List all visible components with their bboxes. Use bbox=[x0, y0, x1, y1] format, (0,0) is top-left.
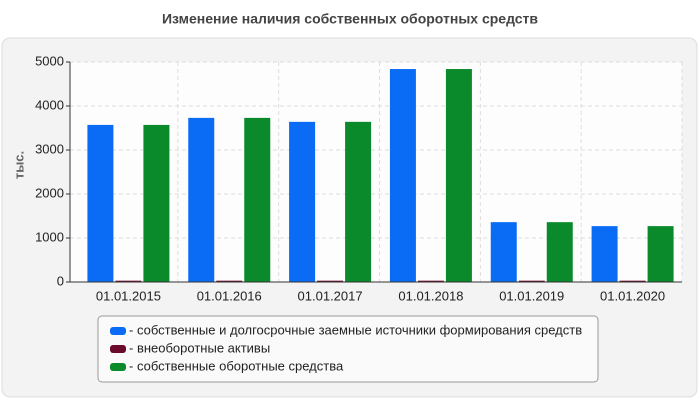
bar bbox=[445, 69, 472, 282]
y-tick-label: 2000 bbox=[35, 185, 64, 200]
bar bbox=[216, 280, 243, 282]
y-axis-label: тыс. bbox=[11, 151, 26, 179]
bar bbox=[289, 121, 316, 282]
bar bbox=[647, 226, 674, 282]
x-tick-label: 01.01.2020 bbox=[600, 288, 665, 303]
x-tick-label: 01.01.2016 bbox=[197, 288, 262, 303]
bar bbox=[188, 117, 215, 282]
bar bbox=[87, 124, 114, 282]
legend-label: - внеоборотные активы bbox=[129, 340, 270, 355]
legend-swatch bbox=[110, 345, 126, 353]
bar bbox=[115, 280, 142, 282]
legend-label: - собственные оборотные средства bbox=[129, 358, 344, 373]
legend bbox=[97, 315, 599, 383]
legend-swatch bbox=[110, 363, 126, 371]
x-tick-label: 01.01.2019 bbox=[499, 288, 564, 303]
chart-title: Изменение наличия собственных оборотных … bbox=[162, 11, 538, 27]
bar bbox=[345, 121, 372, 282]
bar bbox=[244, 117, 271, 282]
bar bbox=[490, 222, 517, 282]
y-tick-label: 0 bbox=[57, 273, 64, 288]
bar bbox=[317, 280, 344, 282]
y-tick-label: 1000 bbox=[35, 229, 64, 244]
bar bbox=[143, 124, 170, 282]
bar bbox=[591, 226, 618, 282]
bar bbox=[417, 280, 444, 282]
y-tick-label: 5000 bbox=[35, 53, 64, 68]
bar bbox=[389, 69, 416, 282]
x-tick-label: 01.01.2018 bbox=[398, 288, 463, 303]
y-tick-label: 3000 bbox=[35, 141, 64, 156]
legend-swatch bbox=[110, 327, 126, 335]
bar bbox=[619, 280, 646, 282]
bar bbox=[518, 280, 545, 282]
y-tick-label: 4000 bbox=[35, 97, 64, 112]
x-tick-label: 01.01.2015 bbox=[96, 288, 161, 303]
legend-label: - собственные и долгосрочные заемные ист… bbox=[129, 322, 582, 337]
plot-area bbox=[70, 62, 682, 282]
bar bbox=[546, 222, 573, 282]
x-tick-label: 01.01.2017 bbox=[298, 288, 363, 303]
